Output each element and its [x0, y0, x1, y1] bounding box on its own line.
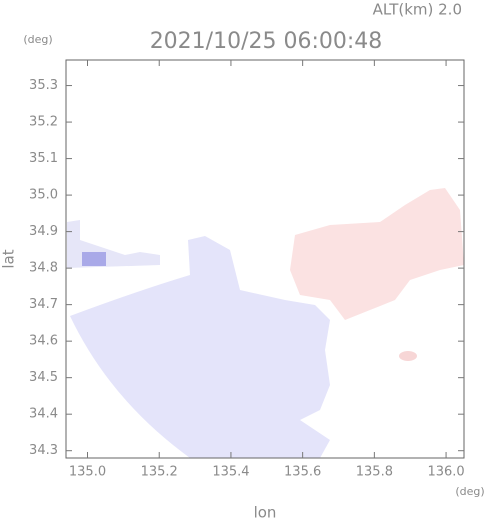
x-tick-label: 135.8 [356, 465, 393, 480]
x-tick-label: 135.0 [69, 465, 106, 480]
y-axis-label: lat [0, 249, 18, 268]
y-tick-label: 35.0 [29, 188, 58, 203]
west-fragment [67, 220, 160, 268]
y-tick-label: 34.5 [29, 370, 58, 385]
x-unit: (deg) [455, 485, 484, 498]
y-unit: (deg) [23, 33, 52, 46]
y-tick-label: 35.3 [29, 78, 58, 93]
y-tick-label: 34.7 [29, 297, 58, 312]
echo-blob [399, 351, 417, 361]
plot-frame [65, 59, 465, 459]
x-tick-label: 135.4 [212, 465, 249, 480]
altitude-label: ALT(km) 2.0 [373, 1, 462, 19]
strong-echo [82, 252, 106, 266]
y-tick-label: 35.1 [29, 151, 58, 166]
x-tick-label: 136.0 [427, 465, 464, 480]
chart-title: 2021/10/25 06:00:48 [150, 29, 383, 54]
x-axis-label: lon [254, 504, 277, 522]
y-tick-label: 34.6 [29, 334, 58, 349]
y-tick-label: 34.9 [29, 224, 58, 239]
approaching-area [70, 236, 330, 458]
y-tick-label: 34.4 [29, 407, 58, 422]
x-tick-label: 135.2 [141, 465, 178, 480]
y-tick-label: 34.3 [29, 443, 58, 458]
receding-area [290, 188, 464, 320]
x-tick-label: 135.6 [284, 465, 321, 480]
y-tick-label: 34.8 [29, 261, 58, 276]
y-tick-label: 35.2 [29, 115, 58, 130]
radar-field [67, 188, 464, 458]
